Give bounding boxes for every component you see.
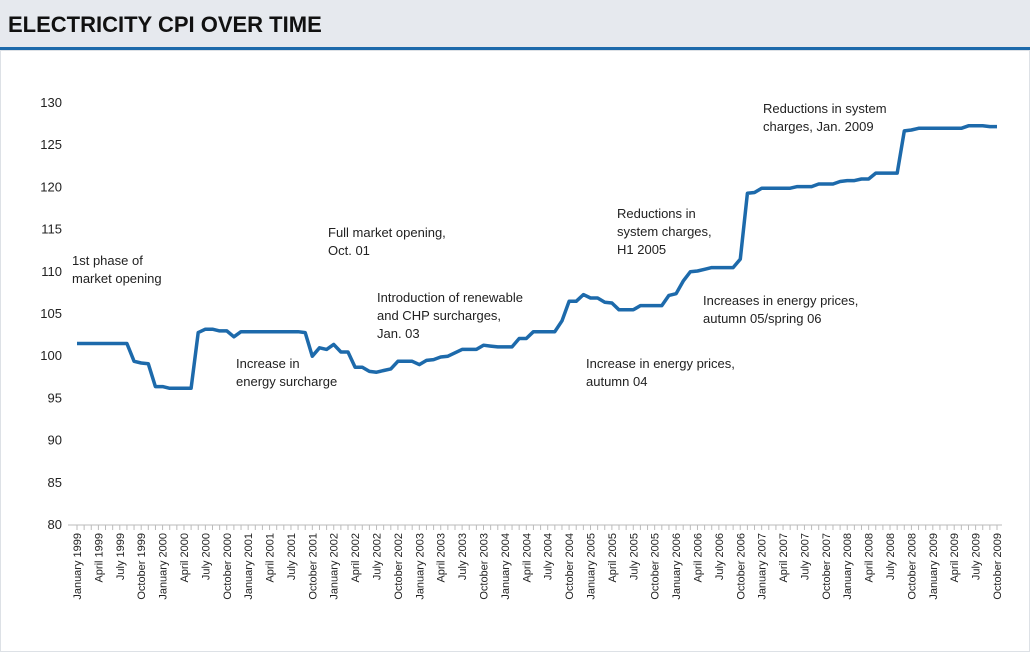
y-tick-label: 100	[40, 348, 62, 363]
x-tick-label: January 2000	[158, 533, 170, 600]
x-tick-label: April 2003	[436, 533, 448, 583]
frame	[0, 50, 1030, 652]
x-tick-label: January 2001	[243, 533, 255, 600]
x-tick-label: April 2005	[607, 533, 619, 583]
x-tick-label: July 1999	[115, 533, 127, 580]
x-tick-label: January 2009	[928, 533, 940, 600]
annotation: system charges,	[617, 224, 712, 239]
chart-title: ELECTRICITY CPI OVER TIME	[8, 12, 322, 37]
x-tick-label: April 2006	[692, 533, 704, 583]
annotation: Reductions in	[617, 206, 696, 221]
x-tick-label: October 2001	[307, 533, 319, 600]
x-tick-label: October 2003	[479, 533, 491, 600]
x-tick-label: January 2007	[757, 533, 769, 600]
x-tick-label: October 2007	[821, 533, 833, 600]
x-tick-label: July 2002	[372, 533, 384, 580]
annotation: energy surcharge	[236, 374, 337, 389]
x-tick-label: October 2004	[564, 533, 576, 600]
annotation: autumn 05/spring 06	[703, 311, 822, 326]
annotation: Increases in energy prices,	[703, 293, 858, 308]
x-tick-label: January 2006	[671, 533, 683, 600]
x-tick-label: April 2007	[778, 533, 790, 583]
annotation: Oct. 01	[328, 243, 370, 258]
x-tick-label: January 2002	[329, 533, 341, 600]
y-tick-label: 85	[48, 475, 62, 490]
x-tick-label: July 2004	[543, 533, 555, 580]
x-tick-label: October 2008	[906, 533, 918, 600]
x-tick-label: July 2008	[885, 533, 897, 580]
x-tick-label: April 2001	[265, 533, 277, 583]
annotation: Jan. 03	[377, 326, 420, 341]
annotation: H1 2005	[617, 242, 666, 257]
x-tick-label: April 2008	[864, 533, 876, 583]
x-tick-label: July 2007	[799, 533, 811, 580]
annotation: Introduction of renewable	[377, 290, 523, 305]
y-tick-label: 115	[41, 222, 62, 237]
annotation: Reductions in system	[763, 101, 887, 116]
annotation: charges, Jan. 2009	[763, 119, 874, 134]
annotation: Increase in energy prices,	[586, 356, 735, 371]
x-tick-label: July 2000	[200, 533, 212, 580]
x-tick-label: January 2004	[500, 533, 512, 600]
x-tick-label: July 2006	[714, 533, 726, 580]
y-tick-label: 105	[40, 306, 62, 321]
y-tick-label: 80	[48, 517, 62, 532]
x-tick-label: January 1999	[72, 533, 84, 600]
x-tick-label: July 2005	[628, 533, 640, 580]
x-tick-label: July 2001	[286, 533, 298, 580]
annotation: Increase in	[236, 356, 300, 371]
x-tick-label: January 2005	[585, 533, 597, 600]
y-tick-label: 125	[40, 137, 62, 152]
y-tick-label: 95	[48, 390, 62, 405]
y-tick-label: 90	[48, 433, 62, 448]
x-tick-label: January 2008	[842, 533, 854, 600]
x-tick-label: October 2000	[222, 533, 234, 600]
header: ELECTRICITY CPI OVER TIME	[0, 0, 1030, 50]
x-tick-label: January 2003	[414, 533, 426, 600]
x-tick-label: April 2002	[350, 533, 362, 583]
annotation: market opening	[72, 271, 162, 286]
y-tick-label: 130	[40, 95, 62, 110]
x-tick-label: October 2009	[992, 533, 1004, 600]
x-tick-label: October 2002	[393, 533, 405, 600]
chart: 80 85 90 95 100 105 110 115 120 125 130 January 199…	[0, 50, 1030, 652]
x-tick-label: July 2003	[457, 533, 469, 580]
x-tick-label: October 1999	[136, 533, 148, 600]
x-tick-label: April 2004	[521, 533, 533, 583]
x-tick-label: October 2005	[650, 533, 662, 600]
y-tick-label: 110	[41, 264, 62, 279]
x-tick-label: April 2000	[179, 533, 191, 583]
y-tick-label: 120	[40, 179, 62, 194]
annotation: 1st phase of	[72, 253, 143, 268]
line	[77, 124, 997, 391]
annotation: and CHP surcharges,	[377, 308, 501, 323]
x-tick-label: April 2009	[949, 533, 961, 583]
x-tick-label: October 2006	[735, 533, 747, 600]
annotation: Full market opening,	[328, 225, 446, 240]
x-tick-label: April 1999	[93, 533, 105, 583]
x-tick-label: July 2009	[971, 533, 983, 580]
annotation: autumn 04	[586, 374, 647, 389]
